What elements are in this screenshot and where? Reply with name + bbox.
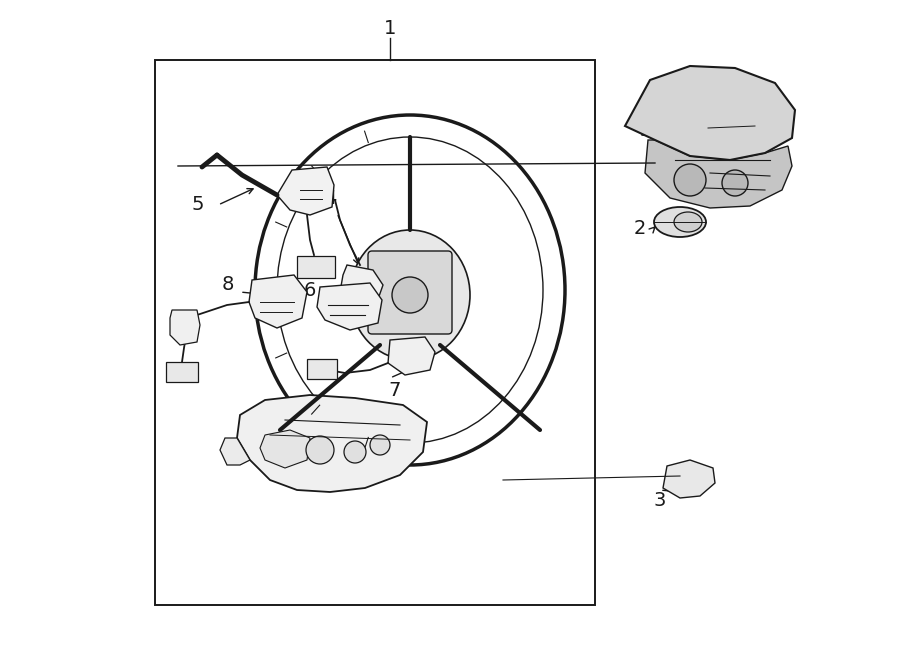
Text: 6: 6 [304,280,316,299]
Polygon shape [170,310,200,345]
Text: 7: 7 [389,381,401,399]
Ellipse shape [350,230,470,360]
Bar [155,60,595,605]
Polygon shape [237,395,427,492]
FancyBboxPatch shape [307,359,337,379]
Polygon shape [388,337,435,375]
Text: 8: 8 [221,276,234,295]
Polygon shape [625,66,795,160]
Text: 9: 9 [639,120,652,139]
FancyBboxPatch shape [368,251,452,334]
Polygon shape [340,265,383,305]
FancyBboxPatch shape [297,256,335,278]
Polygon shape [260,430,310,468]
Text: 3: 3 [653,490,666,510]
Circle shape [722,170,748,196]
Polygon shape [645,140,792,208]
Text: 5: 5 [192,196,204,215]
Text: 1: 1 [383,19,396,38]
Circle shape [306,436,334,464]
Circle shape [392,277,428,313]
Polygon shape [277,167,334,215]
Circle shape [370,435,390,455]
Text: 2: 2 [634,219,646,237]
Polygon shape [663,460,715,498]
Ellipse shape [674,212,702,232]
Text: 4: 4 [324,188,337,208]
Polygon shape [317,283,382,330]
Circle shape [674,164,706,196]
Ellipse shape [654,207,706,237]
Circle shape [344,441,366,463]
FancyBboxPatch shape [166,362,198,382]
Polygon shape [220,438,250,465]
Polygon shape [249,275,307,328]
